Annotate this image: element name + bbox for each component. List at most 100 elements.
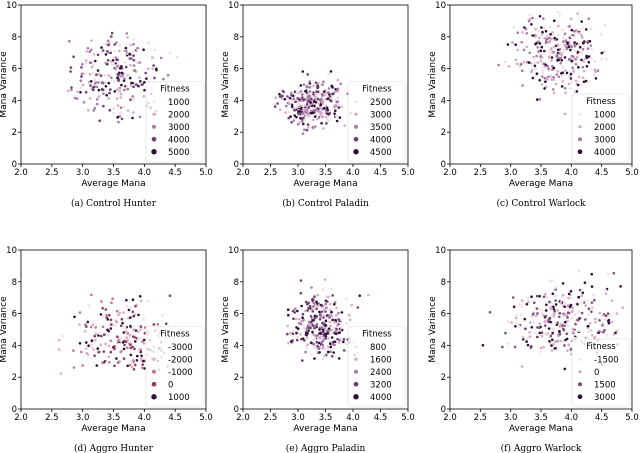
x-tick-label: 3.5	[534, 168, 548, 178]
scatter-point	[138, 61, 141, 64]
scatter-point	[299, 90, 303, 93]
scatter-point	[534, 27, 537, 31]
scatter-point	[80, 75, 83, 78]
scatter-point	[328, 110, 332, 113]
scatter-point	[347, 313, 351, 317]
scatter-point	[313, 326, 316, 330]
scatter-point	[586, 299, 589, 302]
scatter-point	[86, 320, 90, 324]
scatter-point	[57, 339, 61, 342]
scatter-point	[324, 115, 328, 119]
scatter-point	[90, 293, 93, 297]
y-tick-label: 4	[12, 341, 17, 351]
scatter-point	[547, 50, 551, 53]
scatter-point	[134, 70, 138, 73]
scatter-point	[316, 293, 320, 297]
scatter-point	[286, 95, 289, 98]
scatter-point	[342, 349, 346, 352]
scatter-point	[69, 66, 73, 69]
scatter-point	[293, 114, 297, 117]
scatter-point	[569, 35, 572, 38]
scatter-point	[137, 84, 140, 88]
scatter-point	[540, 83, 544, 86]
scatter-point	[572, 69, 575, 72]
legend-label: 800	[370, 343, 386, 353]
scatter-point	[593, 68, 597, 71]
scatter-point	[109, 350, 113, 354]
scatter-point	[565, 332, 569, 336]
scatter-point	[314, 98, 318, 101]
scatter-point	[305, 346, 308, 350]
scatter-point	[115, 309, 119, 313]
scatter-point	[100, 51, 103, 54]
legend: Fitness -1500 0 1500 3000	[571, 338, 631, 408]
scatter-point	[141, 363, 144, 366]
legend-marker	[353, 149, 359, 155]
scatter-point	[522, 60, 525, 64]
scatter-point	[90, 342, 93, 346]
x-axis-label: Average Mana	[81, 179, 145, 189]
scatter-point	[579, 50, 582, 54]
scatter-point	[558, 325, 562, 329]
scatter-point	[547, 55, 551, 58]
scatter-point	[321, 315, 324, 318]
legend-box	[347, 326, 407, 408]
scatter-point	[288, 102, 291, 105]
scatter-point	[88, 72, 92, 76]
scatter-point	[95, 85, 99, 89]
scatter-point	[306, 73, 310, 76]
scatter-point	[106, 50, 109, 53]
scatter-point	[581, 47, 585, 51]
scatter-point	[314, 125, 317, 128]
scatter-point	[606, 312, 610, 315]
scatter-point	[563, 87, 567, 90]
x-tick-label: 2.0	[14, 413, 28, 423]
scatter-point	[329, 70, 333, 73]
scatter-point	[89, 80, 93, 83]
scatter-point	[88, 97, 92, 100]
x-tick-label: 4.5	[374, 413, 388, 423]
x-axis-label: Average Mana	[509, 424, 573, 434]
scatter-point	[507, 65, 511, 68]
scatter-point	[320, 336, 324, 340]
scatter-point	[283, 97, 287, 101]
scatter-point	[126, 87, 130, 91]
scatter-point	[316, 97, 320, 101]
scatter-point	[132, 68, 135, 72]
scatter-point	[335, 327, 338, 331]
scatter-point	[99, 74, 103, 77]
scatter-point	[95, 102, 99, 106]
scatter-point	[119, 75, 123, 79]
scatter-point	[330, 311, 333, 314]
y-tick-label: 10	[6, 1, 17, 11]
scatter-point	[126, 338, 130, 342]
scatter-point	[562, 40, 565, 43]
scatter-point	[89, 61, 92, 64]
scatter-point	[59, 372, 63, 375]
scatter-point	[321, 322, 324, 325]
scatter-point	[544, 29, 548, 33]
y-tick-label: 2	[234, 373, 239, 383]
scatter-point	[340, 327, 343, 330]
x-tick-label: 2.5	[45, 168, 59, 178]
scatter-point	[313, 306, 316, 310]
scatter-point	[576, 318, 579, 322]
scatter-point	[90, 339, 94, 342]
chart-panel-3: 2.0 2.5 3.0 3.5 4.0 4.5 5.0 0 2 4 6 8 10 Average Mana…	[428, 1, 639, 209]
scatter-point	[284, 111, 287, 114]
scatter-point	[560, 53, 563, 57]
scatter-point	[532, 57, 536, 60]
scatter-point	[570, 316, 574, 320]
scatter-point	[311, 330, 314, 334]
scatter-point	[124, 65, 128, 69]
scatter-point	[300, 320, 303, 323]
scatter-point	[143, 88, 146, 92]
scatter-point	[303, 104, 307, 107]
legend-title: Fitness	[362, 330, 392, 340]
x-tick-label: 2.5	[264, 168, 278, 178]
scatter-point	[312, 338, 315, 341]
scatter-point	[327, 337, 330, 340]
scatter-point	[550, 56, 554, 59]
scatter-point	[321, 288, 325, 292]
scatter-point	[118, 359, 121, 363]
